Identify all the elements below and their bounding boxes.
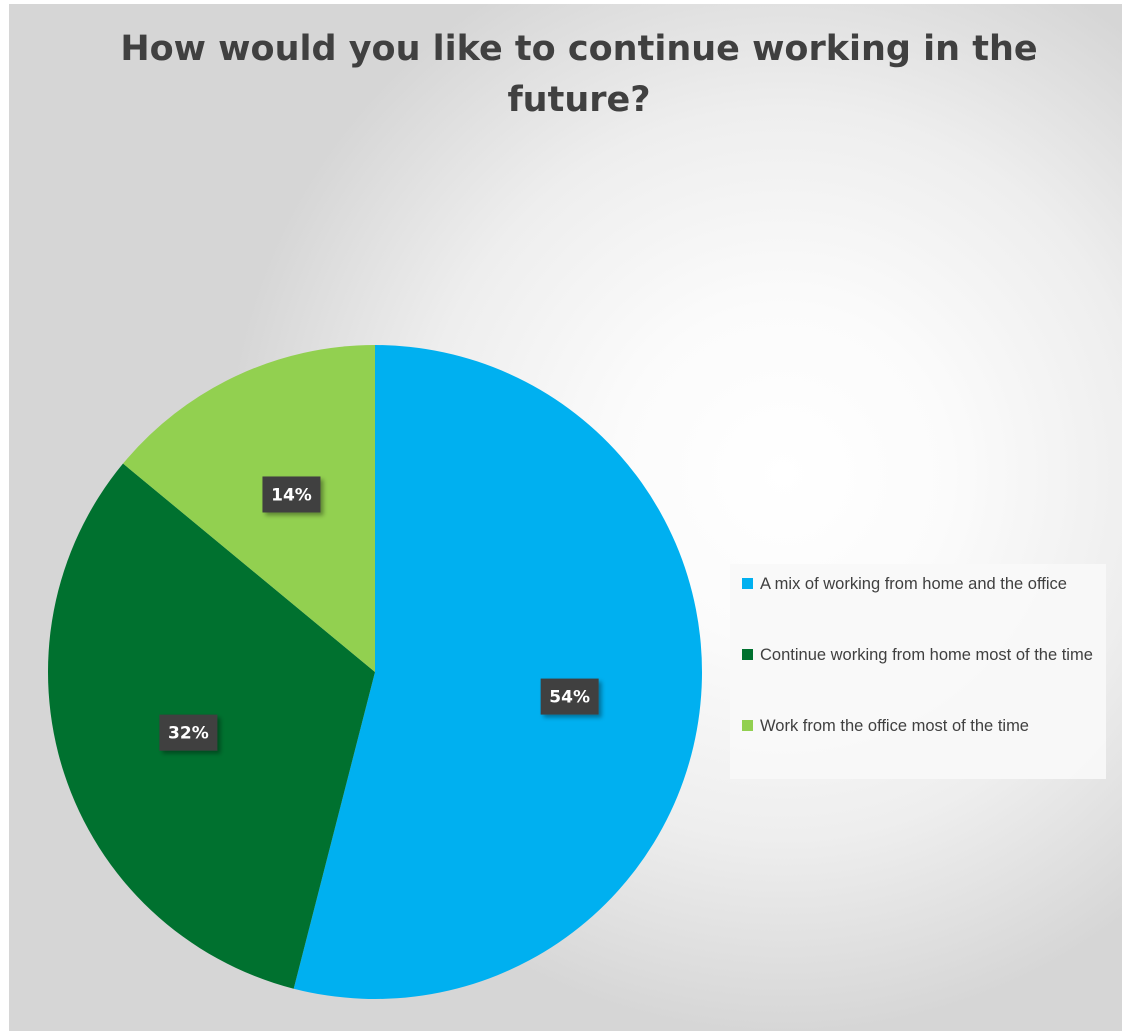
legend: A mix of working from home and the offic… (730, 564, 1106, 779)
chart-area: How would you like to continue working i… (9, 4, 1122, 1031)
data-label-box-office (262, 476, 321, 513)
legend-label-home: Continue working from home most of the t… (760, 646, 1093, 664)
pie-slice-office (123, 345, 375, 672)
pie-slice-mix (293, 345, 702, 999)
legend-label-office: Work from the office most of the time (760, 717, 1029, 735)
legend-swatch-office (742, 720, 753, 731)
data-label-home: 32% (159, 714, 218, 751)
chart-title: How would you like to continue working i… (120, 29, 1038, 120)
data-label-text-mix: 54% (549, 688, 590, 708)
data-label-text-home: 32% (168, 724, 209, 744)
data-label-text-office: 14% (271, 485, 312, 505)
legend-swatch-home (742, 649, 753, 660)
legend-label-mix: A mix of working from home and the offic… (760, 575, 1067, 593)
data-label-box-home (159, 714, 218, 751)
data-label-mix: 54% (540, 678, 599, 715)
data-label-office: 14% (262, 476, 321, 513)
data-label-box-mix (540, 678, 599, 715)
legend-swatch-mix (742, 578, 753, 589)
pie-chart: 54% 32% 14% (47, 345, 702, 999)
